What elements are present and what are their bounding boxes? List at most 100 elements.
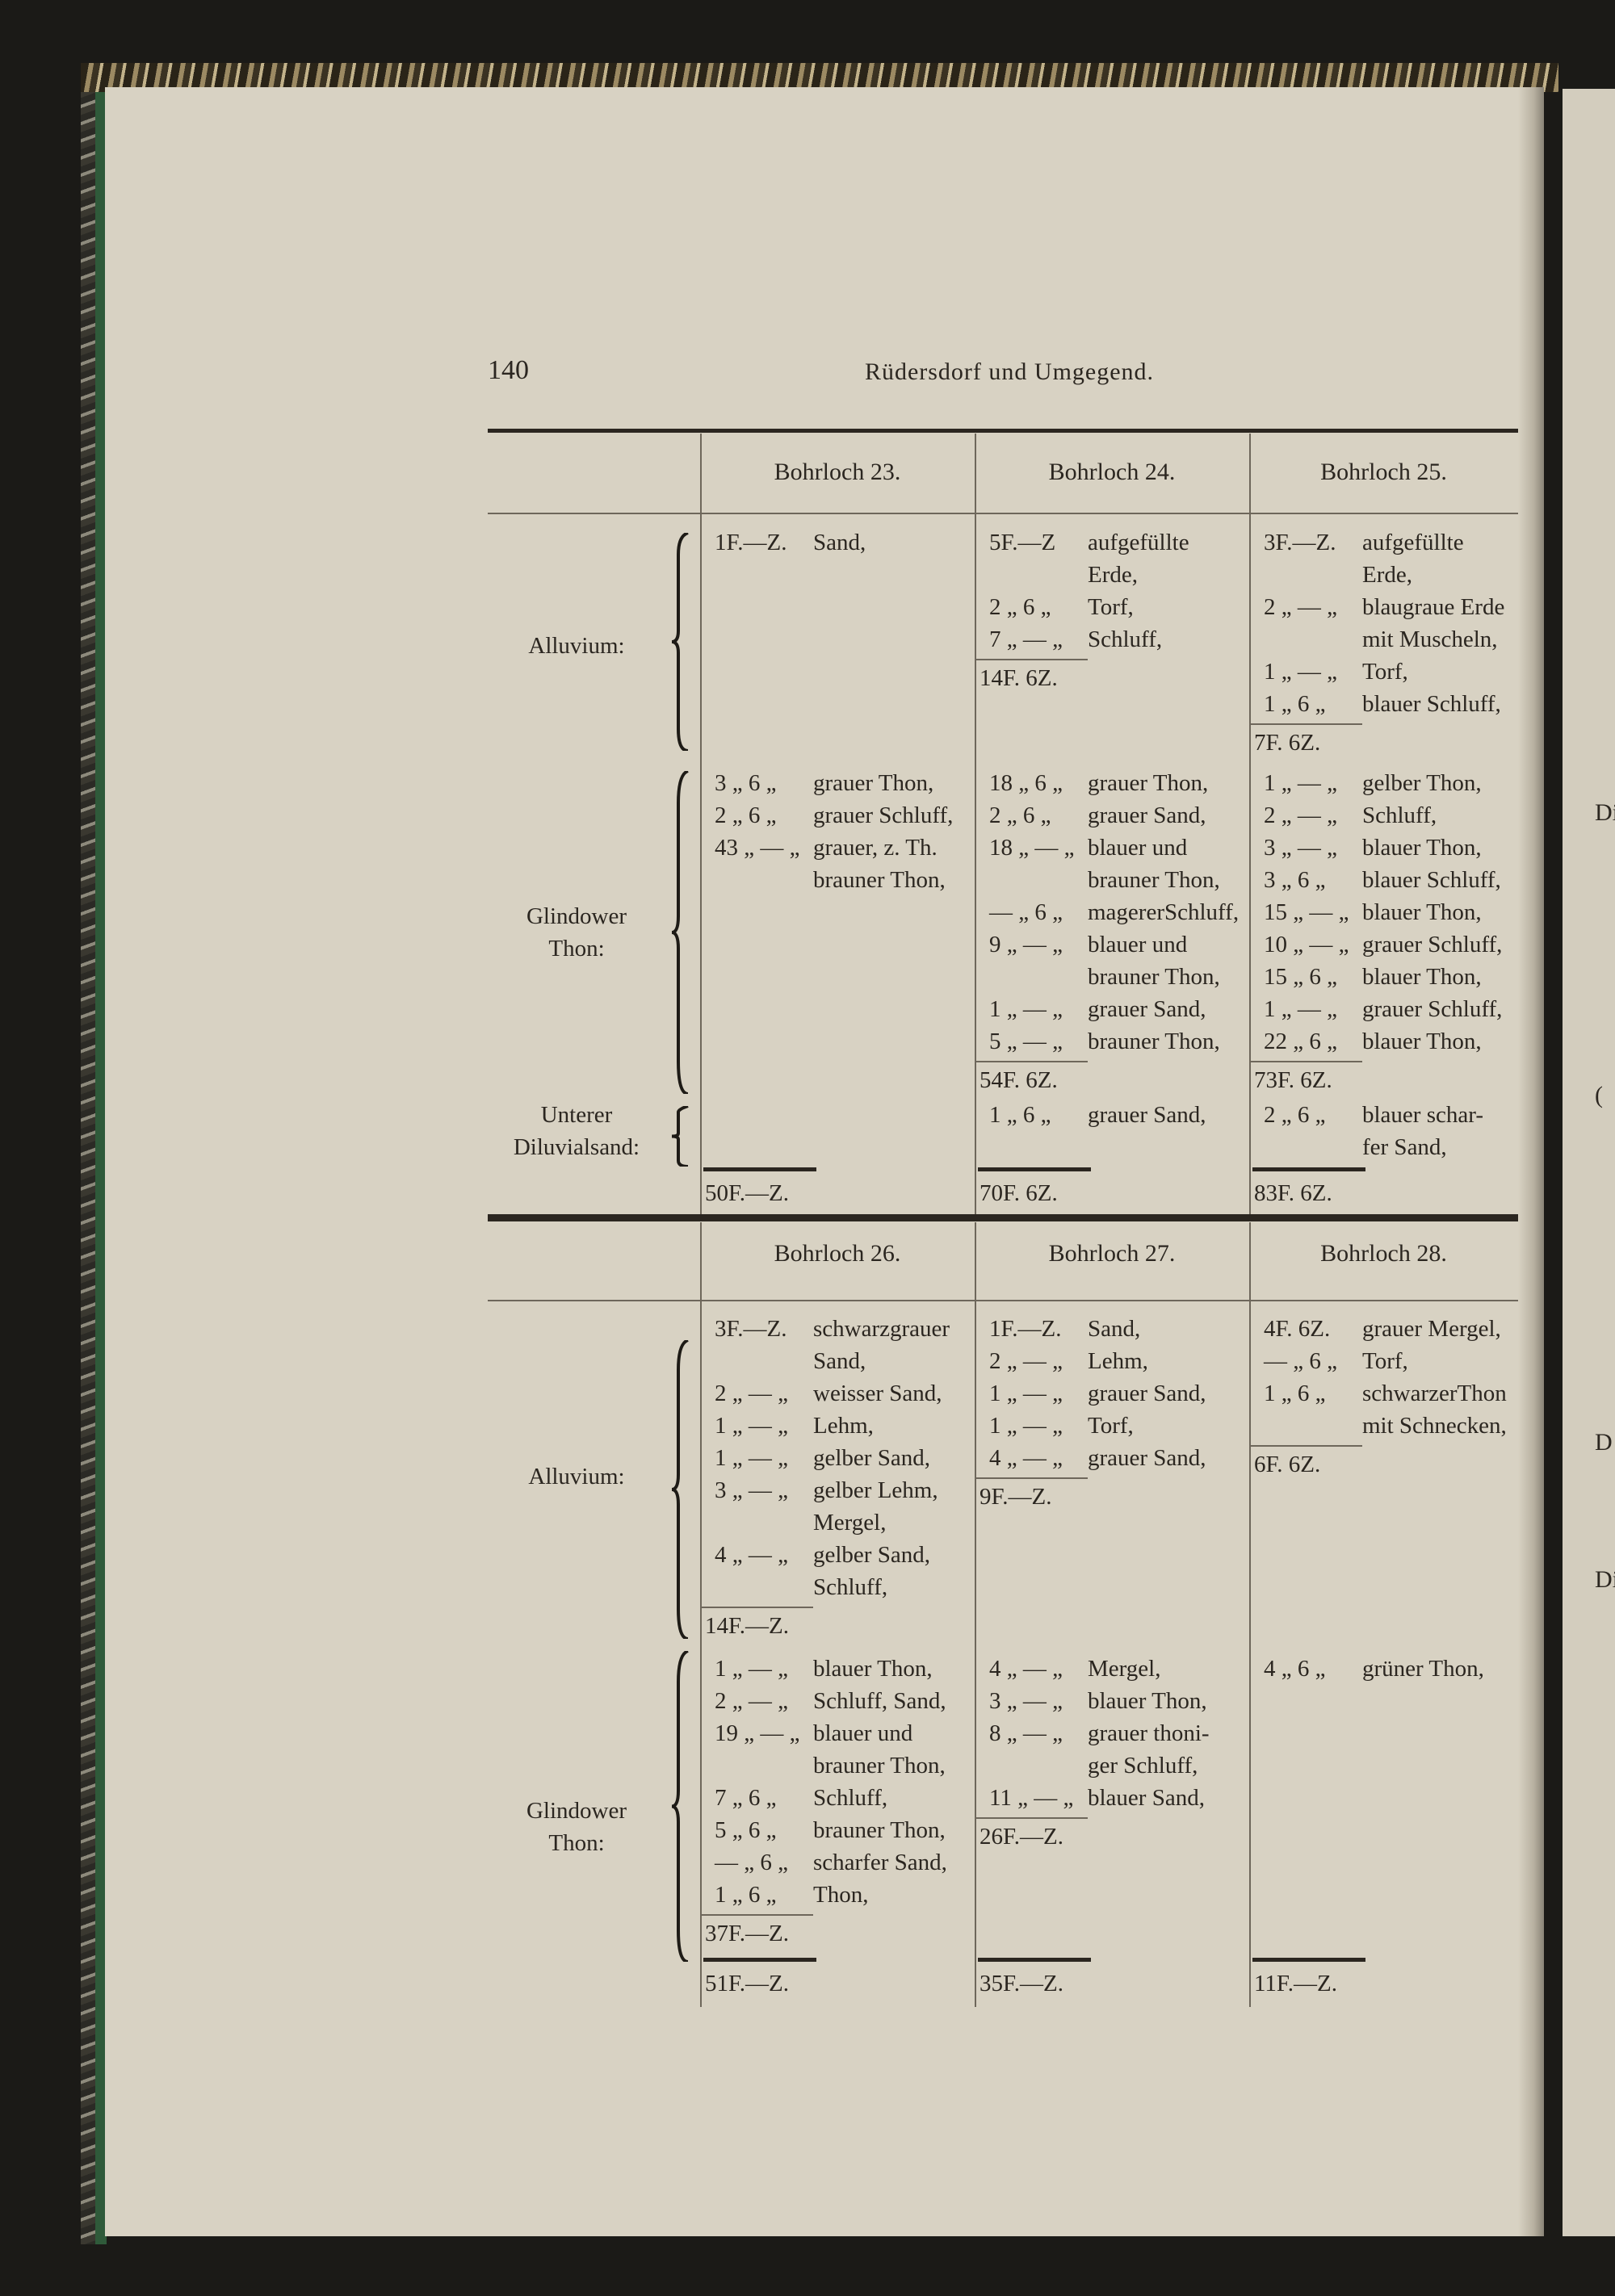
- bohrloch-cell: 1 „ — „ blauer Thon, 2 „ — „ Schluff, Sand,…: [700, 1653, 970, 1950]
- page-gutter: [1518, 87, 1544, 2236]
- bohrloch-cell: 2 „ 6 „ blauer schar-fer Sand,: [1249, 1099, 1513, 1163]
- bohrloch-cell: 18 „ 6 „ grauer Thon, 2 „ 6 „ grauer Sand, 1…: [975, 767, 1244, 1096]
- page: [105, 87, 1544, 2236]
- layer-entry: 1 „ 6 „ Thon,: [700, 1879, 970, 1911]
- layer-thickness: 3F.—Z.: [715, 1316, 787, 1342]
- bohrloch-cell: 1 „ — „ gelber Thon, 2 „ — „ Schluff, 3 „ — …: [1249, 767, 1513, 1096]
- layer-description: blauer Thon,: [1362, 964, 1482, 990]
- layer-description: Thon,: [813, 1882, 869, 1908]
- layer-thickness: 7 „ — „: [989, 626, 1063, 652]
- total-depth: 11F.—Z.: [1254, 1971, 1337, 1996]
- layer-entry: 1 „ 6 „ schwarzerThon: [1249, 1377, 1513, 1410]
- layer-entry: 19 „ — „ blauer und: [700, 1717, 970, 1749]
- layer-description: Torf,: [1088, 594, 1134, 620]
- layer-description: Sand,: [813, 530, 866, 555]
- layer-description: aufgefüllte: [1362, 530, 1464, 555]
- subtotal: 37F.—Z.: [705, 1921, 790, 1946]
- layer-thickness: 4 „ — „: [715, 1542, 788, 1568]
- layer-entry: 1 „ — „ grauer Schluff,: [1249, 993, 1513, 1025]
- layer-description: brauner Thon,: [813, 867, 946, 893]
- layer-description: grauer Schluff,: [1362, 996, 1503, 1022]
- total-depth: 50F.—Z.: [705, 1180, 790, 1206]
- subtotal-rule: [975, 1477, 1088, 1479]
- layer-description: Torf,: [1088, 1413, 1134, 1439]
- layer-description: brauner Thon,: [1088, 964, 1220, 990]
- column-header: Bohrloch 23.: [774, 459, 901, 485]
- layer-description: blauer Thon,: [1088, 1688, 1207, 1714]
- layer-thickness: 15 „ 6 „: [1264, 964, 1337, 990]
- layer-entry: 2 „ 6 „ grauer Sand,: [975, 799, 1244, 832]
- layer-thickness: 1 „ — „: [715, 1445, 788, 1471]
- layer-description: grauer Sand,: [1088, 1102, 1206, 1128]
- layer-entry: 1F.—Z. Sand,: [975, 1313, 1244, 1345]
- layer-description: aufgefüllte: [1088, 530, 1189, 555]
- facing-page-fragment: Di: [1595, 1566, 1615, 1593]
- layer-description: Lehm,: [813, 1413, 874, 1439]
- layer-thickness: 18 „ 6 „: [989, 770, 1063, 796]
- layer-thickness: 5F.—Z: [989, 530, 1056, 555]
- layer-entry: 15 „ — „ blauer Thon,: [1249, 896, 1513, 928]
- subtotal: 9F.—Z.: [979, 1484, 1052, 1510]
- layer-description: blauer Thon,: [1362, 835, 1482, 861]
- layer-entry: Erde,: [975, 559, 1244, 591]
- layer-thickness: 15 „ — „: [1264, 899, 1349, 925]
- layer-entry: 3 „ 6 „ grauer Thon,: [700, 767, 970, 799]
- column-divider: [975, 434, 976, 1214]
- layer-thickness: 1 „ — „: [1264, 996, 1337, 1022]
- layer-entry: Mergel,: [700, 1506, 970, 1539]
- layer-description: Schluff,: [813, 1785, 888, 1811]
- table-top-rule: [488, 429, 1518, 433]
- subtotal-rule: [975, 1061, 1088, 1062]
- layer-thickness: 3 „ — „: [715, 1477, 788, 1503]
- layer-entry: 2 „ — „ Schluff, Sand,: [700, 1685, 970, 1717]
- bohrloch-cell: 4 „ 6 „ grüner Thon,: [1249, 1653, 1513, 1685]
- layer-thickness: 2 „ 6 „: [715, 802, 777, 828]
- subtotal-rule: [1249, 1445, 1362, 1447]
- subtotal: 26F.—Z.: [979, 1824, 1064, 1850]
- layer-thickness: — „ 6 „: [715, 1850, 788, 1875]
- page-number: 140: [488, 355, 529, 385]
- layer-thickness: [700, 1345, 813, 1377]
- layer-thickness: 1 „ 6 „: [1264, 1381, 1326, 1406]
- layer-thickness: 3 „ — „: [989, 1688, 1063, 1714]
- layer-entry: 2 „ — „ Schluff,: [1249, 799, 1513, 832]
- facing-page: [1563, 89, 1615, 2236]
- layer-description: Mergel,: [813, 1510, 887, 1536]
- layer-entry: fer Sand,: [1249, 1131, 1513, 1163]
- layer-description: grauer Schluff,: [813, 802, 954, 828]
- layer-entry: 2 „ 6 „ blauer schar-: [1249, 1099, 1513, 1131]
- layer-description: blauer Thon,: [1362, 899, 1482, 925]
- column-header: Bohrloch 28.: [1320, 1240, 1447, 1267]
- bohrloch-cell: 3 „ 6 „ grauer Thon, 2 „ 6 „ grauer Schluff…: [700, 767, 970, 896]
- layer-entry: 18 „ — „ blauer und: [975, 832, 1244, 864]
- layer-thickness: 1 „ — „: [989, 1413, 1063, 1439]
- layer-thickness: [1249, 559, 1362, 591]
- layer-description: blauer und: [1088, 835, 1188, 861]
- layer-thickness: 9 „ — „: [989, 932, 1063, 957]
- layer-description: blauer und: [1088, 932, 1188, 957]
- bohrloch-cell: 4 „ — „ Mergel, 3 „ — „ blauer Thon, 8 „ — „…: [975, 1653, 1244, 1853]
- stratum-label: Thon:: [548, 936, 605, 962]
- layer-description: blauer Schluff,: [1362, 867, 1501, 893]
- layer-entry: Erde,: [1249, 559, 1513, 591]
- layer-description: Sand,: [1088, 1316, 1141, 1342]
- curly-brace: [669, 769, 693, 1096]
- layer-description: weisser Sand,: [813, 1381, 942, 1406]
- layer-entry: 1 „ 6 „ grauer Sand,: [975, 1099, 1244, 1131]
- layer-entry: 15 „ 6 „ blauer Thon,: [1249, 961, 1513, 993]
- column-header: Bohrloch 24.: [1048, 459, 1176, 485]
- layer-entry: 1 „ — „ grauer Sand,: [975, 993, 1244, 1025]
- column-divider: [700, 434, 702, 1214]
- layer-thickness: 8 „ — „: [989, 1720, 1063, 1746]
- layer-thickness: [700, 864, 813, 896]
- layer-entry: mit Schnecken,: [1249, 1410, 1513, 1442]
- column-divider: [975, 1222, 976, 2007]
- column-divider: [700, 1222, 702, 2007]
- layer-description: schwarzerThon: [1362, 1381, 1507, 1406]
- layer-thickness: 2 „ — „: [989, 1348, 1063, 1374]
- layer-entry: 4 „ 6 „ grüner Thon,: [1249, 1653, 1513, 1685]
- layer-description: magererSchluff,: [1088, 899, 1240, 925]
- layer-thickness: 4 „ 6 „: [1264, 1656, 1326, 1682]
- layer-description: grauer Mergel,: [1362, 1316, 1501, 1342]
- layer-thickness: 10 „ — „: [1264, 932, 1349, 957]
